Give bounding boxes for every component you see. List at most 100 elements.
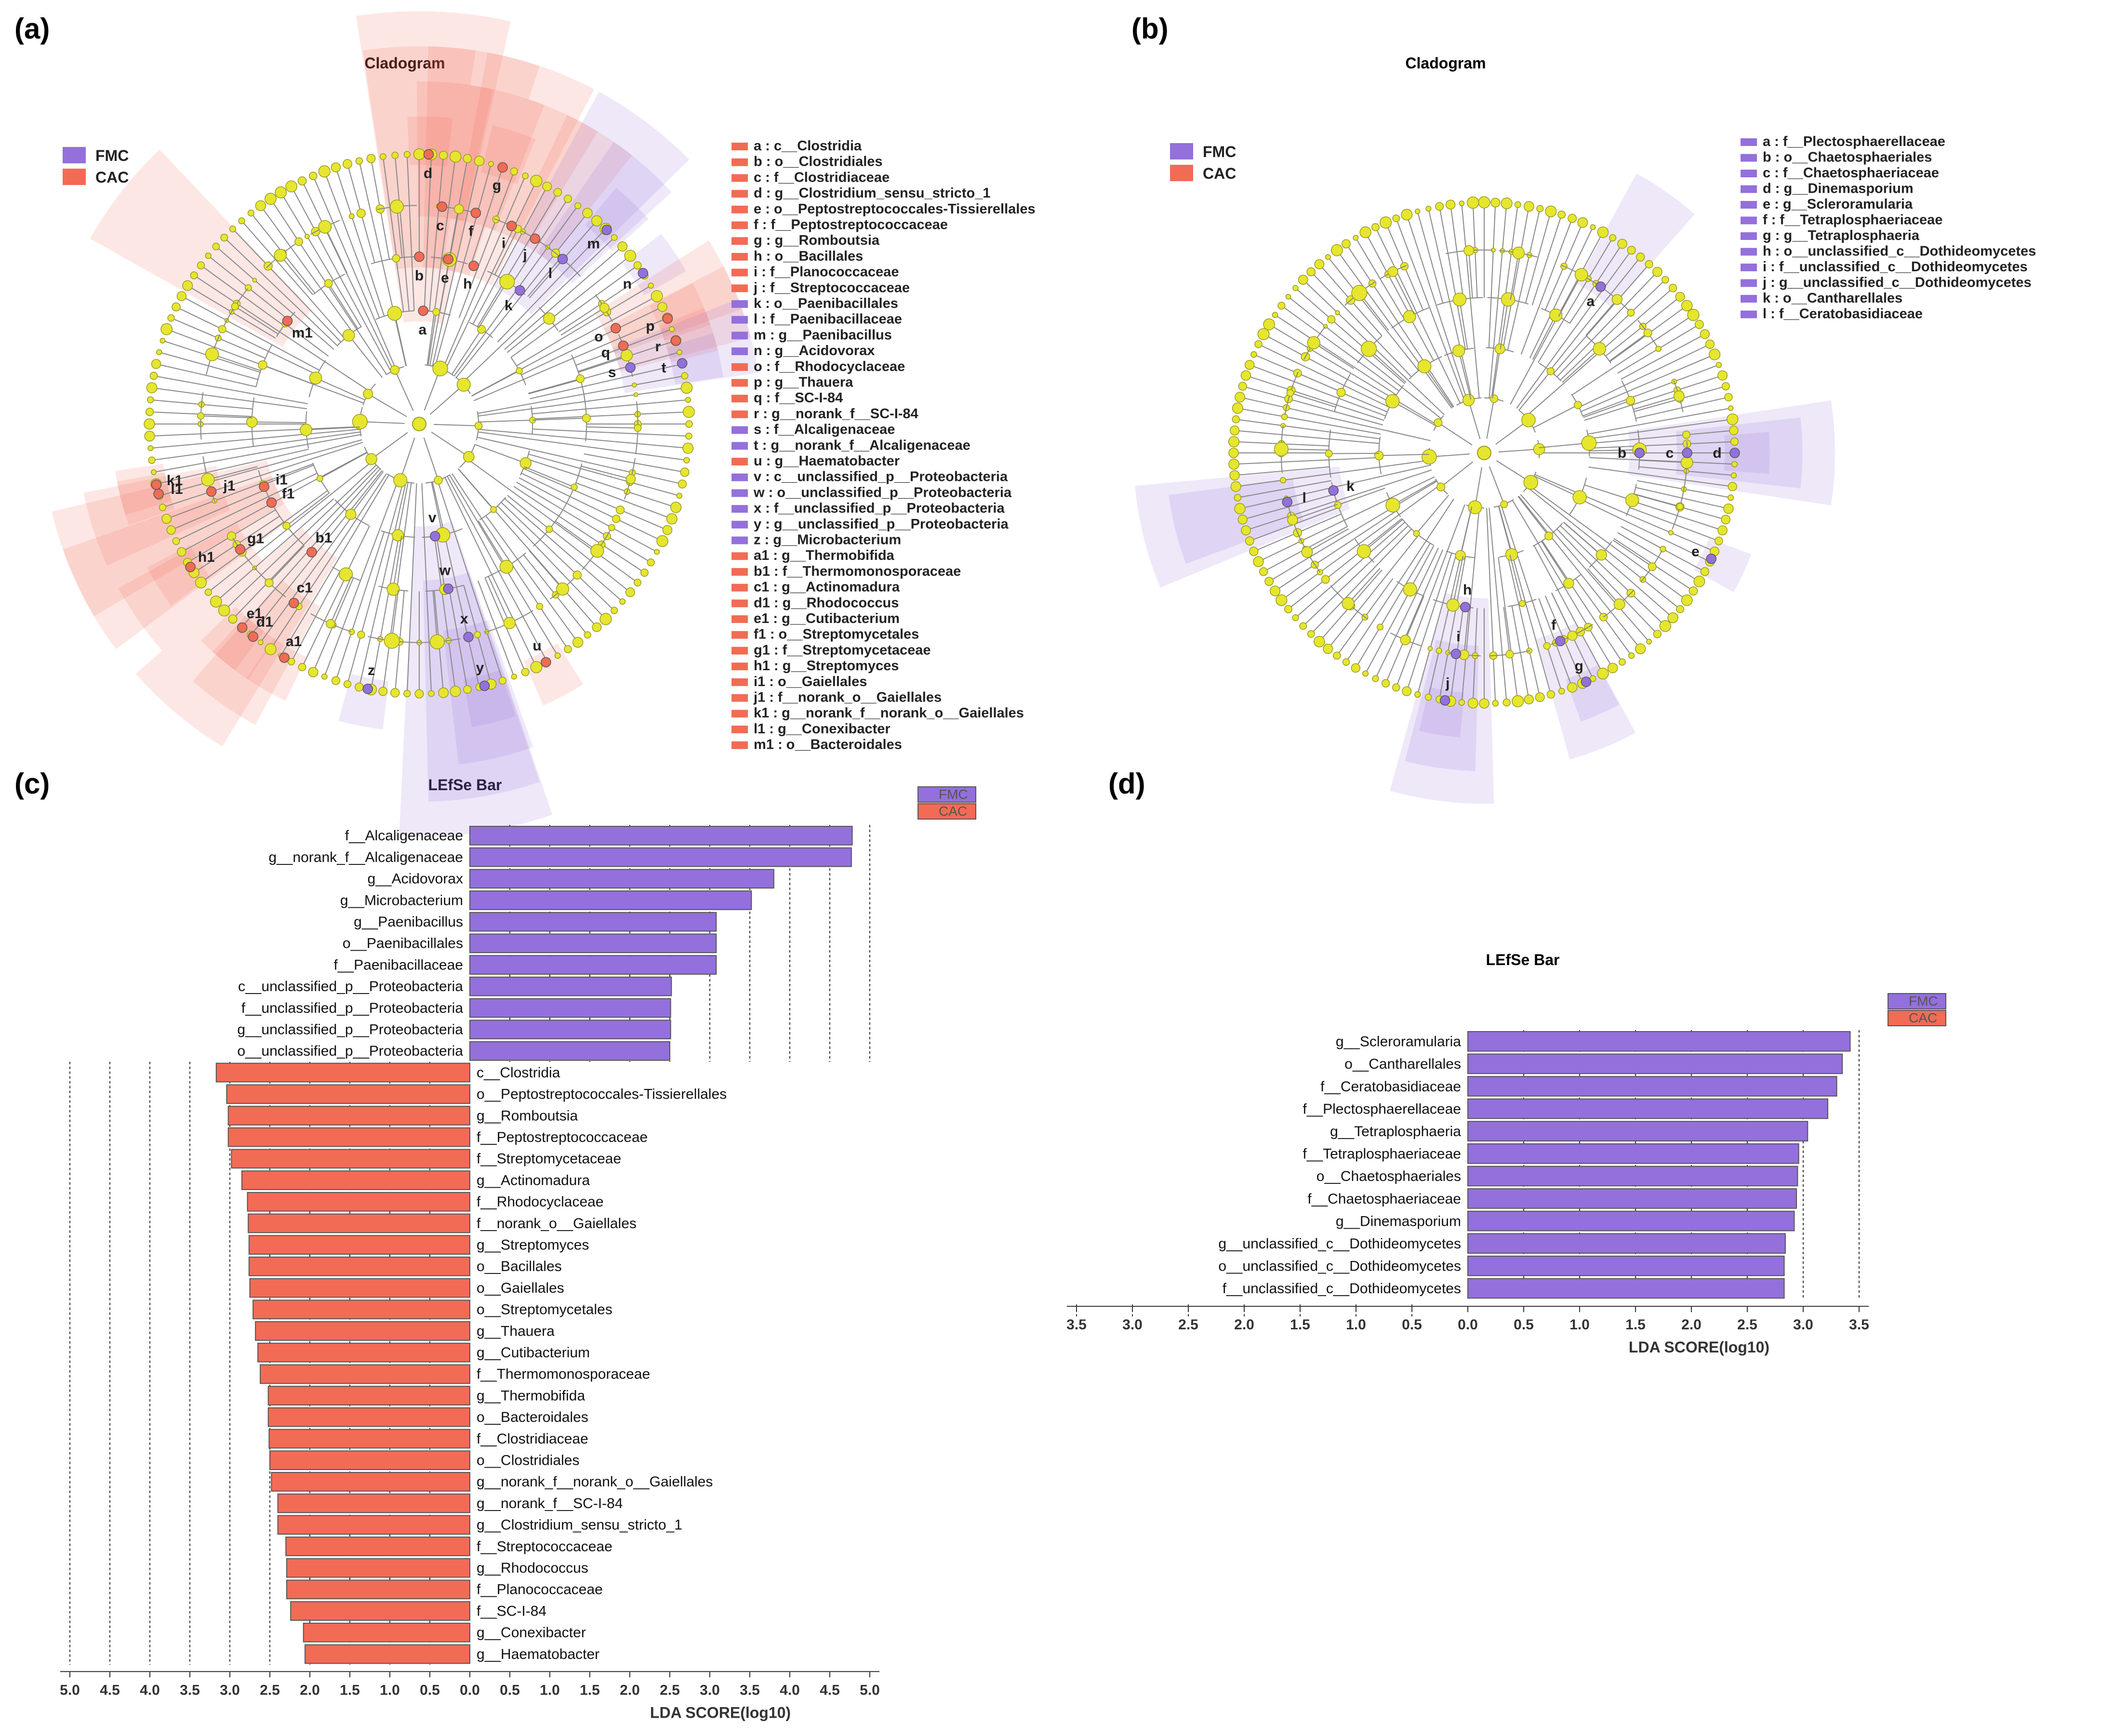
clade-internal-node <box>1505 650 1514 659</box>
biomarker-label-e: e <box>441 270 449 286</box>
taxa-legend-text-m: m : g__Paenibacillus <box>754 327 892 343</box>
clade-internal-node <box>1489 394 1499 403</box>
clade-leaf-node <box>685 397 691 403</box>
x-tick-label: 3.5 <box>740 1682 760 1698</box>
biomarker-node-m <box>601 225 612 235</box>
clade-branch <box>521 306 663 375</box>
biomarker-label-j1: j1 <box>223 478 235 494</box>
clade-branch <box>439 259 450 313</box>
bar-cac-26 <box>303 1622 470 1643</box>
clade-inner-node <box>633 392 638 398</box>
clade-branch <box>1392 479 1437 506</box>
clade-leaf-node <box>1659 620 1672 632</box>
clade-leaf-node <box>617 241 628 252</box>
bar-label-cac-4: f__Streptomycetaceae <box>477 1151 621 1167</box>
legend-d-cac-label: CAC <box>1909 1010 1937 1025</box>
clade-leaf-node <box>1667 612 1678 623</box>
clade-leaf-node <box>1514 201 1521 208</box>
legend-b-cac-swatch <box>1170 165 1193 181</box>
clade-branch <box>150 429 360 449</box>
clade-leaf-node <box>147 445 154 451</box>
clade-leaf-node <box>177 547 186 557</box>
taxa-legend-text-j1: j1 : f__norank_o__Gaiellales <box>753 690 942 705</box>
clade-branch <box>200 415 253 419</box>
clade-branch <box>510 265 638 358</box>
taxa-legend-text-c: c : f__Chaetosphaeriaceae <box>1763 165 1939 181</box>
biomarker-label-h: h <box>463 276 472 292</box>
biomarker-node-l <box>1282 497 1293 507</box>
bar-label-cac-2: g__Romboutsia <box>477 1108 578 1124</box>
clade-leaf-node <box>1234 392 1246 403</box>
clade-leaf-node <box>1723 503 1734 514</box>
clade-leaf-node <box>1668 284 1677 292</box>
taxa-legend-text-b: b : o__Chaetosphaeriales <box>1763 150 1932 165</box>
clade-leaf-node <box>599 613 612 625</box>
biomarker-label-w: w <box>439 562 451 578</box>
clade-branch <box>1459 299 1468 349</box>
clade-branch <box>1375 547 1439 679</box>
clade-leaf-node <box>297 176 307 186</box>
clade-leaf-node <box>553 188 562 197</box>
clade-branch <box>1468 250 1473 298</box>
clade-highlight-a <box>1576 173 1695 308</box>
clade-branch <box>1237 480 1331 498</box>
legend-a-cac-label: CAC <box>95 169 129 186</box>
bar-label-cac-10: o__Gaiellales <box>477 1280 564 1296</box>
clade-branch <box>330 576 352 624</box>
taxa-legend-swatch-b <box>731 158 748 166</box>
clade-leaf-node <box>1392 683 1400 692</box>
clade-highlight-m <box>585 187 649 252</box>
x-tick-label: 1.0 <box>380 1682 400 1698</box>
clade-inner-node <box>612 515 621 523</box>
clade-leaf-node <box>488 161 494 167</box>
clade-branch <box>176 306 318 375</box>
taxa-legend-text-d: d : g__Dinemasporium <box>1763 181 1914 197</box>
bar-label-cac-12: g__Thauera <box>477 1323 555 1339</box>
clade-branch <box>399 437 415 481</box>
clade-internal-node <box>300 424 312 436</box>
bar-cac-8 <box>248 1235 471 1255</box>
taxa-legend-text-e1: e1 : g__Cutibacterium <box>754 611 900 626</box>
bar-cac-20 <box>277 1493 470 1513</box>
clade-leaf-node <box>1524 694 1534 704</box>
clade-leaf-node <box>1342 658 1350 666</box>
clade-branch <box>241 521 284 553</box>
x-tick-label: 0.0 <box>1458 1317 1478 1333</box>
clade-leaf-node <box>390 688 400 698</box>
clade-inner-node <box>1327 315 1336 324</box>
clade-leaf-node <box>210 596 222 608</box>
clade-branch <box>1236 419 1380 439</box>
taxa-legend-swatch-h1 <box>731 663 748 671</box>
bar-label-fmc-7: c__unclassified_p__Proteobacteria <box>238 979 463 994</box>
clade-branch <box>235 306 279 335</box>
clade-branch <box>497 505 606 620</box>
clade-branch <box>470 167 504 265</box>
clade-leaf-node <box>670 502 682 513</box>
clade-highlight-g <box>1566 664 1620 722</box>
taxa-legend-swatch-b <box>1741 154 1757 162</box>
x-tick-label: 3.5 <box>1849 1317 1869 1333</box>
clade-branch <box>1556 271 1658 377</box>
legend-d-fmc-swatch <box>1888 993 1946 1009</box>
clade-branch <box>1303 525 1409 627</box>
taxa-legend-text-i1: i1 : o__Gaiellales <box>754 674 867 689</box>
clade-branch <box>479 419 533 423</box>
clade-branch <box>1612 539 1653 567</box>
clade-leaf-node <box>656 535 668 547</box>
bar-label-cac-22: f__Streptococcaceae <box>477 1538 612 1554</box>
clade-leaf-node <box>1635 252 1645 262</box>
taxa-legend-text-g: g : g__Tetraplosphaeria <box>1763 228 1920 243</box>
clade-internal-node <box>1567 630 1578 641</box>
clade-branch <box>224 464 377 611</box>
clade-leaf-node <box>1490 198 1501 208</box>
clade-leaf-node <box>1730 472 1737 478</box>
clade-internal-node <box>590 544 604 558</box>
clade-internal-node <box>490 506 497 513</box>
clade-inner-node <box>1682 430 1690 439</box>
taxa-legend-swatch-u <box>731 458 748 465</box>
clade-internal-node <box>571 483 578 491</box>
clade-leaf-node <box>1372 675 1379 682</box>
clade-branch <box>232 228 342 343</box>
clade-branch <box>1468 400 1481 439</box>
